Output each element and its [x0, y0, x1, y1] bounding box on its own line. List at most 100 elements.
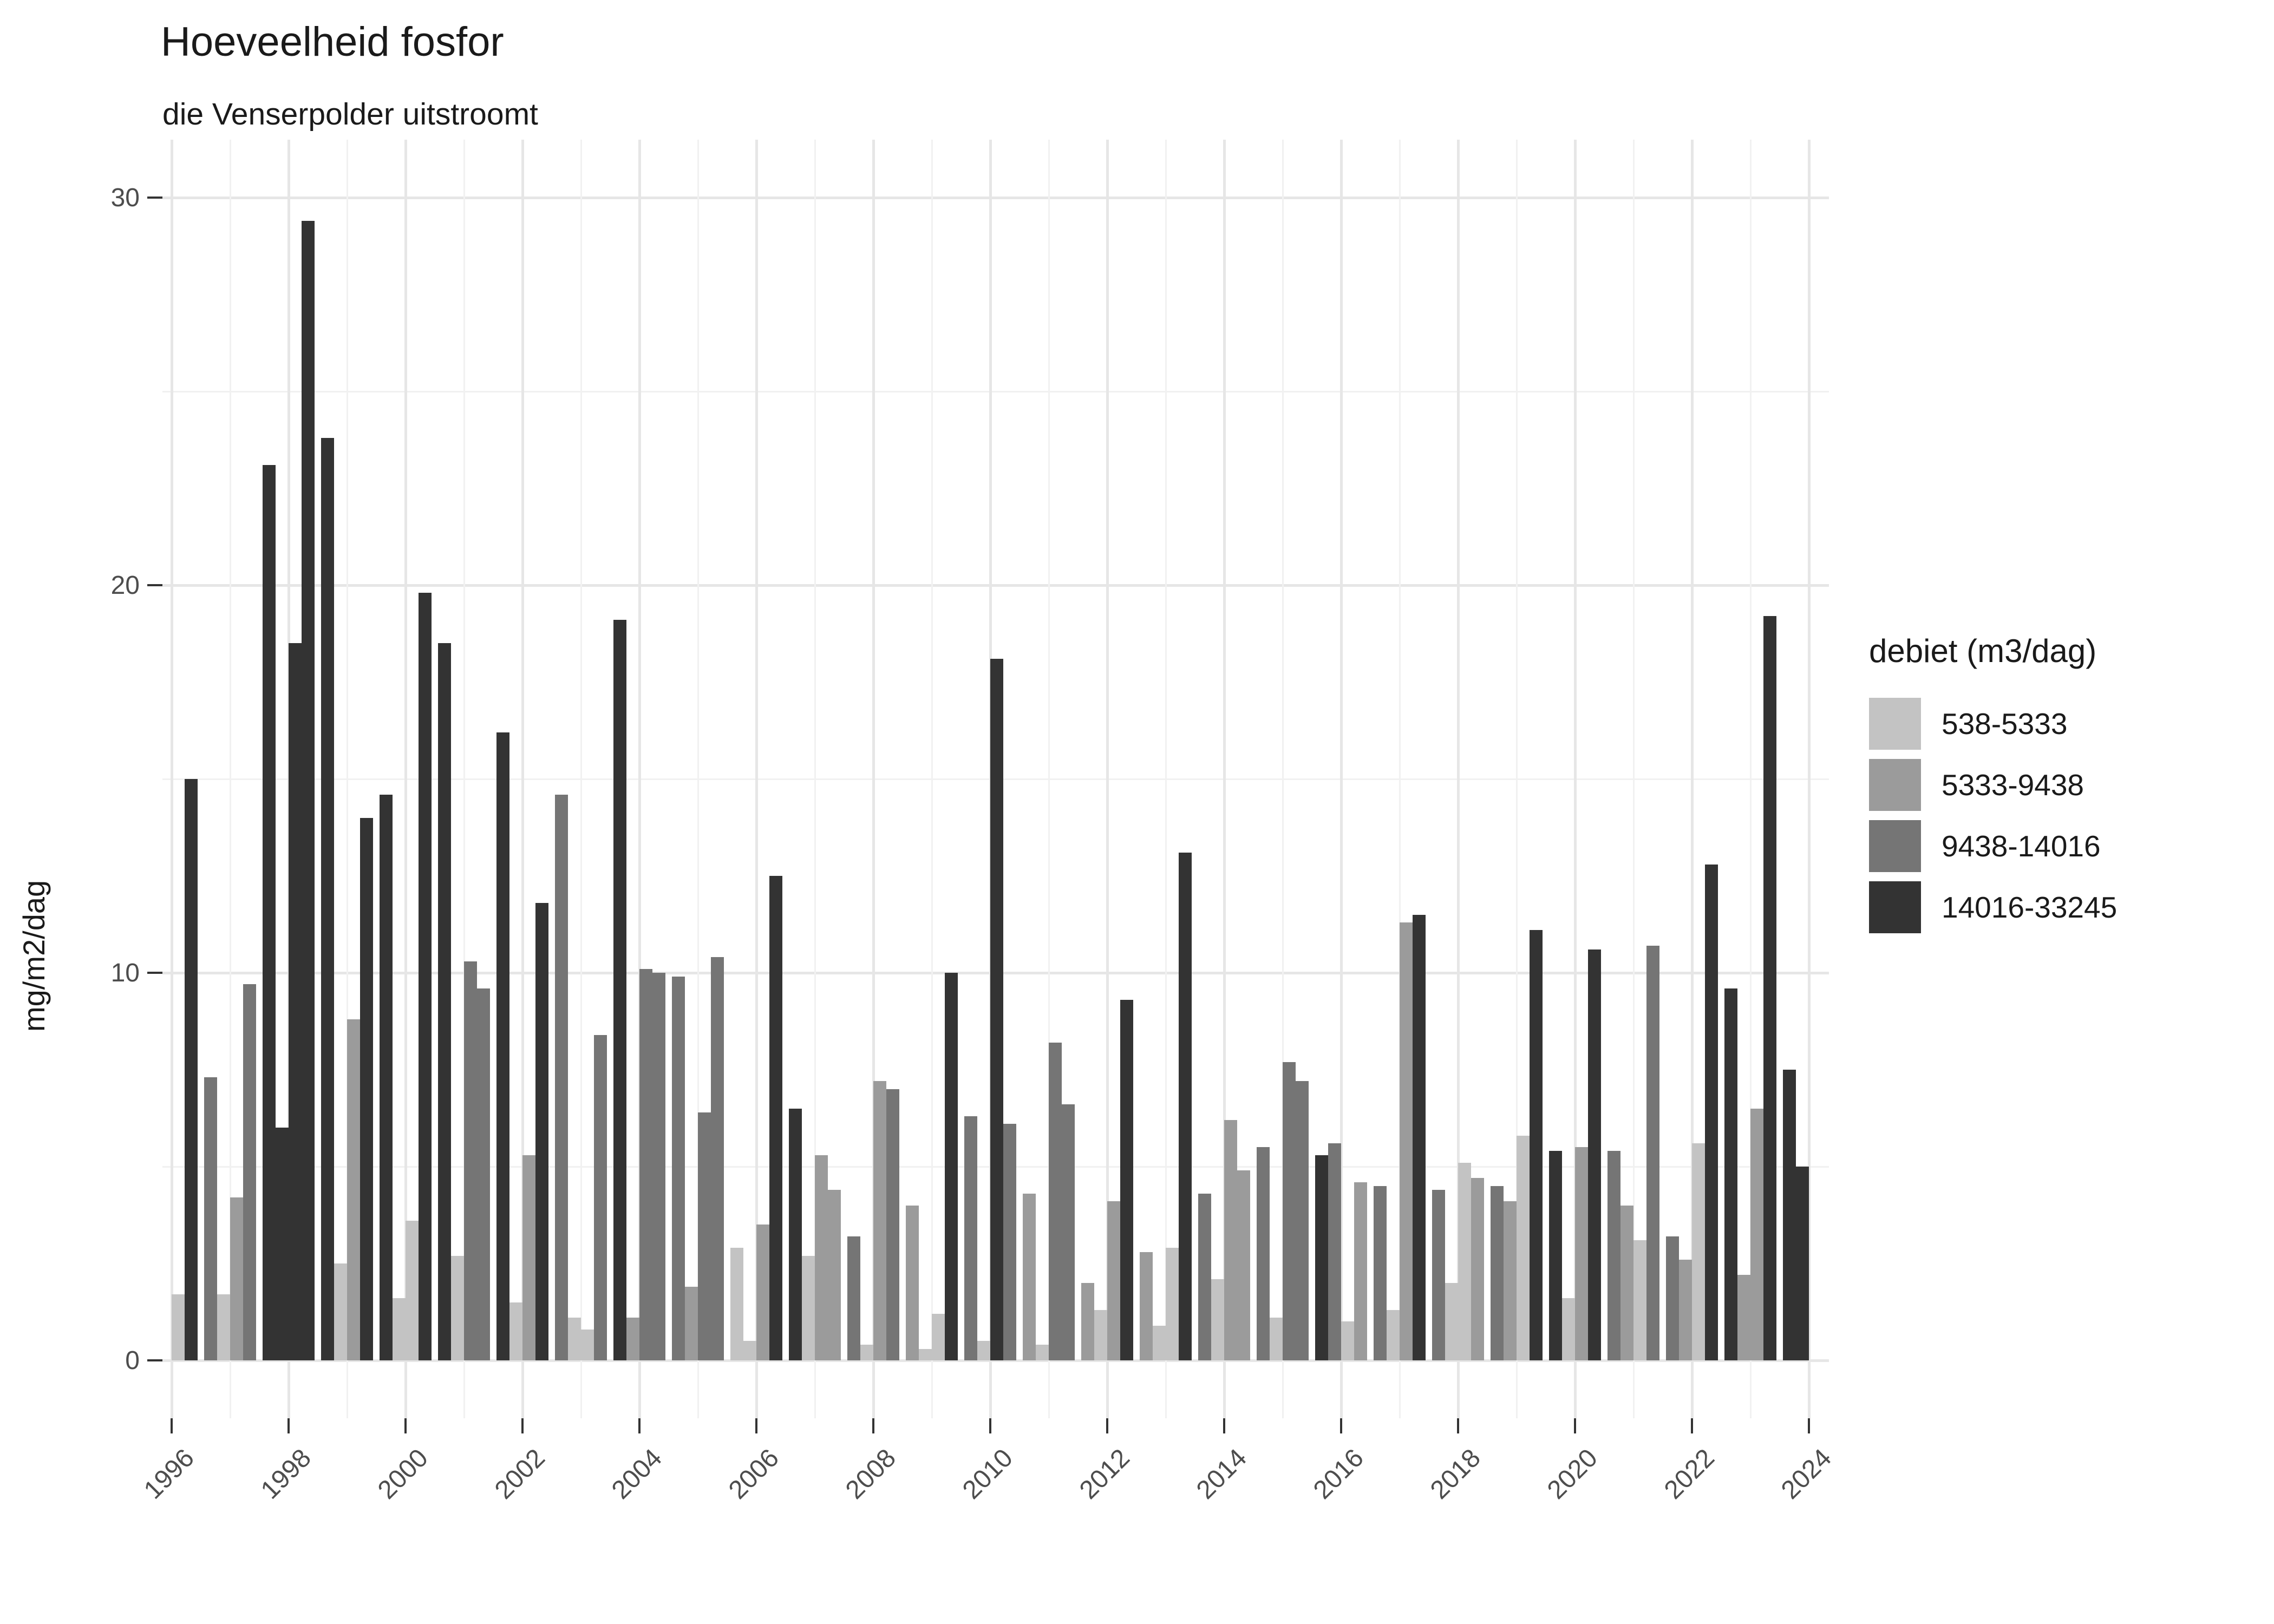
x-major-gridline [1573, 140, 1577, 1418]
bar-1997-q1 [204, 1077, 217, 1360]
bar-2007-q3 [815, 1155, 828, 1360]
x-major-gridline [1456, 140, 1460, 1418]
x-tick [1574, 1418, 1576, 1433]
legend-label-3: 14016-33245 [1942, 890, 2118, 924]
bar-1996-q3 [172, 1294, 185, 1360]
bar-2005-q1 [672, 977, 685, 1360]
bar-2009-q2 [919, 1348, 932, 1360]
x-minor-gridline [1749, 140, 1752, 1418]
bar-2003-q1 [555, 794, 568, 1360]
bar-2004-q3 [639, 968, 652, 1360]
bar-1999-q2 [334, 1263, 347, 1360]
x-tick [1808, 1418, 1810, 1433]
legend-swatch-0 [1869, 698, 1921, 750]
y-tick-label: 30 [110, 184, 140, 212]
bar-1997-q3 [230, 1197, 243, 1360]
legend: debiet (m3/dag) 538-5333 5333-9438 9438-14… [1869, 632, 2117, 942]
legend-rows: 538-5333 5333-9438 9438-14016 14016-33245 [1869, 698, 2117, 933]
x-major-gridline [521, 140, 524, 1418]
bar-2017-q4 [1413, 914, 1426, 1360]
bar-2001-q3 [464, 961, 477, 1360]
bar-2015-q4 [1296, 1081, 1309, 1360]
bar-2011-q1 [1023, 1194, 1036, 1360]
x-minor-gridline [931, 140, 933, 1418]
bar-2002-q4 [535, 903, 548, 1360]
x-major-gridline [1690, 140, 1694, 1418]
bar-2012-q4 [1120, 1000, 1133, 1360]
bar-2007-q1 [789, 1108, 802, 1360]
plot-subtitle: die Venserpolder uitstroomt [162, 97, 538, 132]
x-tick-label: 2018 [1425, 1443, 1487, 1505]
bar-2017-q2 [1387, 1309, 1400, 1360]
bar-2014-q4 [1237, 1170, 1250, 1360]
bar-2006-q4 [769, 876, 782, 1360]
x-tick-label: 2004 [606, 1443, 668, 1505]
y-tick-label: 0 [125, 1346, 140, 1375]
bar-2006-q3 [756, 1224, 769, 1360]
bar-2006-q2 [743, 1341, 756, 1360]
bar-2023-q4 [1763, 616, 1776, 1360]
x-major-gridline [1106, 140, 1109, 1418]
bar-2007-q4 [828, 1189, 841, 1360]
bar-2012-q3 [1107, 1201, 1120, 1360]
bar-2021-q1 [1608, 1151, 1620, 1360]
bar-2016-q2 [1328, 1143, 1341, 1360]
x-tick [1691, 1418, 1693, 1433]
bar-2002-q2 [509, 1302, 522, 1360]
bar-1998-q4 [302, 220, 315, 1360]
bar-1997-q2 [217, 1294, 230, 1360]
x-tick-label: 2000 [373, 1443, 434, 1505]
legend-row-3: 14016-33245 [1869, 881, 2117, 933]
bar-2013-q1 [1140, 1252, 1153, 1360]
legend-row-0: 538-5333 [1869, 698, 2117, 750]
bar-2023-q2 [1737, 1275, 1750, 1360]
bar-2002-q3 [522, 1155, 535, 1360]
bar-2003-q3 [581, 1329, 594, 1360]
x-tick [1106, 1418, 1108, 1433]
bar-2000-q1 [380, 794, 393, 1360]
y-major-gridline [162, 1359, 1829, 1362]
bar-2009-q1 [906, 1205, 919, 1360]
bar-2020-q4 [1588, 949, 1601, 1360]
legend-label-1: 5333-9438 [1942, 768, 2084, 802]
x-minor-gridline [1399, 140, 1401, 1418]
y-major-gridline [162, 584, 1829, 587]
x-minor-gridline [229, 140, 231, 1418]
bar-2005-q4 [711, 957, 724, 1360]
bar-2012-q1 [1081, 1282, 1094, 1360]
bar-2020-q2 [1562, 1298, 1575, 1360]
x-minor-gridline [814, 140, 816, 1418]
x-tick [171, 1418, 173, 1433]
bar-2000-q3 [406, 1221, 419, 1360]
bar-2004-q1 [613, 620, 626, 1360]
bar-2003-q2 [568, 1318, 581, 1360]
x-minor-gridline [1282, 140, 1284, 1418]
bar-2017-q1 [1374, 1186, 1387, 1360]
bar-2000-q4 [419, 593, 432, 1360]
x-tick [638, 1418, 641, 1433]
legend-swatch-1 [1869, 759, 1921, 811]
bar-2015-q3 [1283, 1062, 1296, 1360]
x-minor-gridline [1048, 140, 1050, 1418]
bar-2008-q1 [847, 1236, 860, 1360]
bar-2019-q3 [1517, 1135, 1530, 1360]
bar-2020-q3 [1575, 1147, 1588, 1360]
bar-2019-q4 [1530, 930, 1543, 1360]
bar-1998-q1 [263, 465, 276, 1360]
bar-2011-q3 [1049, 1042, 1062, 1360]
bar-1997-q4 [243, 984, 256, 1360]
bar-2021-q4 [1646, 945, 1659, 1360]
x-tick-label: 2024 [1776, 1443, 1838, 1505]
bar-2009-q4 [945, 973, 958, 1360]
bar-2007-q2 [802, 1255, 815, 1360]
legend-title: debiet (m3/dag) [1869, 633, 2097, 669]
bar-2000-q2 [393, 1298, 406, 1360]
bar-2022-q4 [1705, 864, 1718, 1360]
bar-2014-q2 [1211, 1279, 1224, 1360]
x-tick [521, 1418, 524, 1433]
x-tick-label: 2010 [957, 1443, 1019, 1505]
y-tick [147, 584, 162, 586]
bar-2018-q4 [1471, 1178, 1484, 1360]
bar-2022-q2 [1679, 1259, 1692, 1360]
